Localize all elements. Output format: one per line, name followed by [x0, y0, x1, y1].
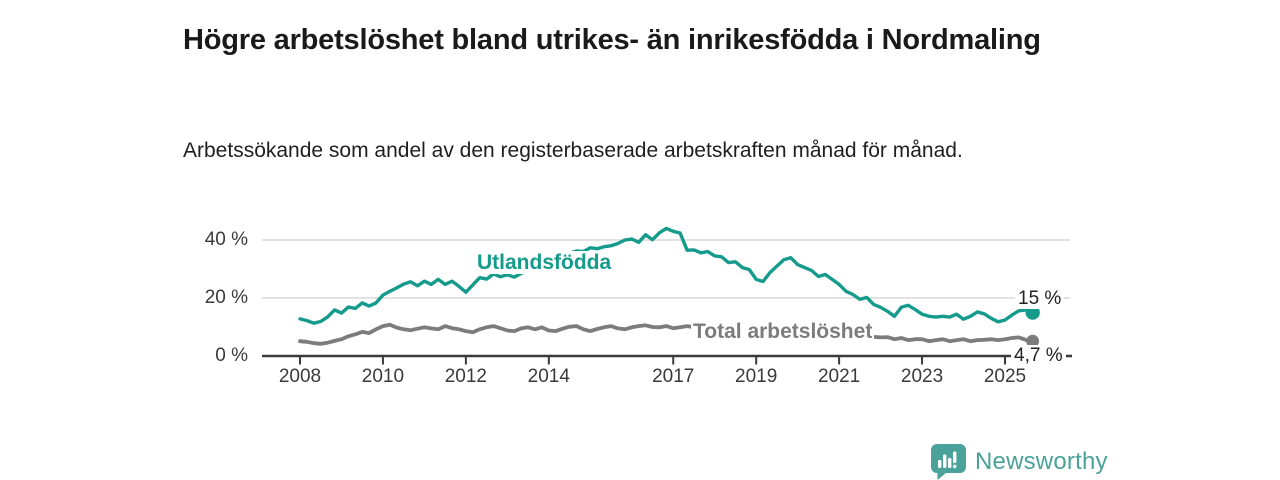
x-axis-tick-label-2019: 2019 [735, 366, 778, 387]
end-value-label-utlandsfodda: 15 % [1015, 288, 1065, 309]
x-axis-tick-label-2025: 2025 [983, 366, 1027, 387]
page-title: Högre arbetslöshet bland utrikes- än inr… [183, 24, 1041, 57]
x-axis-tick-label-2010: 2010 [361, 366, 405, 387]
x-axis-tick-label-2021: 2021 [817, 366, 861, 387]
series-label-utlandsfodda: Utlandsfödda [475, 251, 614, 274]
y-axis-tick-label-0: 0 % [215, 345, 248, 366]
series-label-total-arbetsloshet: Total arbetslöshet [691, 320, 875, 343]
x-axis-tick-label-2023: 2023 [900, 366, 944, 387]
logo-bar-tall [943, 454, 947, 468]
logo-exclamation-dot [953, 464, 957, 469]
y-axis-tick-label-20: 20 % [204, 287, 248, 308]
series-line-utlandsfodda [298, 226, 1035, 325]
newsworthy-logo-icon [931, 444, 966, 480]
brand-logo: Newsworthy [929, 443, 1108, 480]
x-axis-tick-label-2017: 2017 [652, 366, 695, 387]
logo-bar-medium [948, 458, 952, 468]
end-dot-total [1026, 334, 1040, 348]
logo-bar-short [938, 460, 942, 468]
series-line-total [298, 322, 1035, 346]
logo-exclamation-bar [953, 451, 957, 463]
end-value-label-total: 4,7 % [1011, 345, 1066, 366]
x-axis-tick-label-2014: 2014 [527, 366, 570, 387]
brand-name: Newsworthy [975, 447, 1108, 475]
chart-subtitle: Arbetssökande som andel av den registerb… [183, 139, 963, 162]
x-axis-tick-label-2008: 2008 [278, 366, 322, 387]
y-axis-tick-label-40: 40 % [204, 229, 248, 250]
x-axis-tick-label-2012: 2012 [444, 366, 488, 387]
